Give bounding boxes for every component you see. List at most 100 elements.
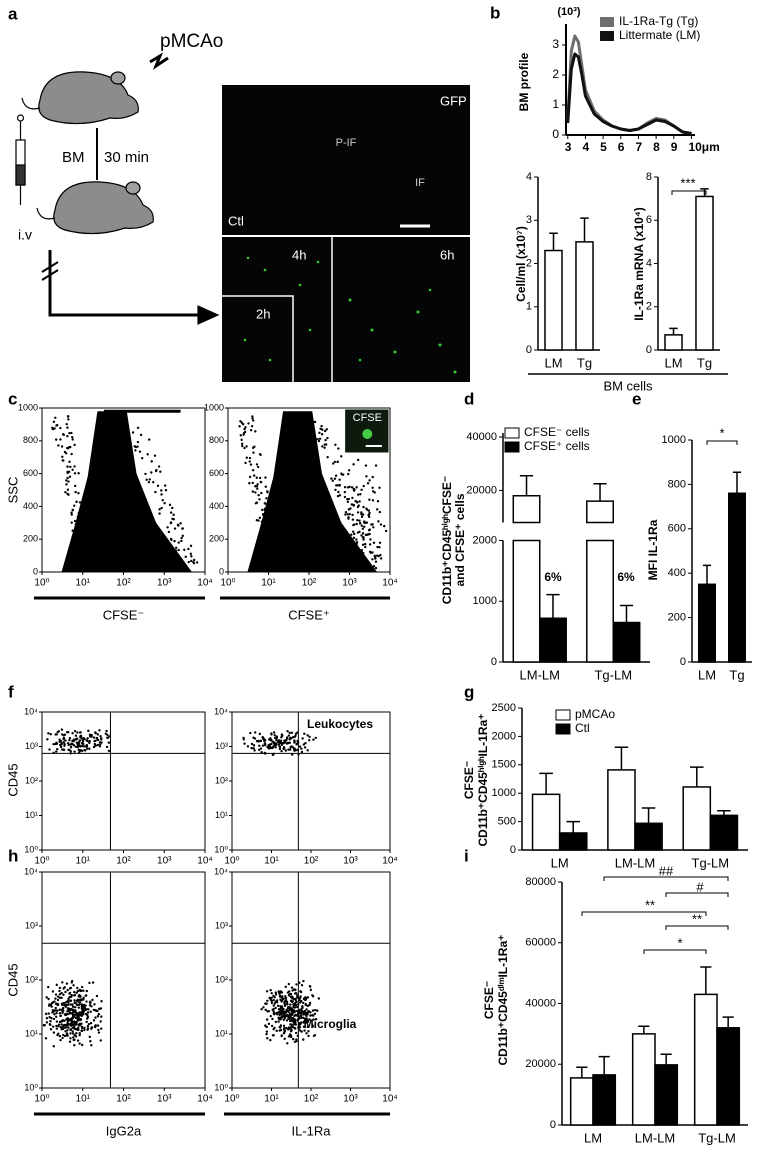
- event-dot: [43, 1024, 46, 1027]
- event-dot: [352, 548, 356, 551]
- event-dot: [355, 522, 358, 526]
- error-bar: [700, 966, 712, 995]
- event-dot: [93, 739, 96, 743]
- error-bar: [598, 1055, 610, 1075]
- event-dot: [263, 739, 266, 743]
- event-dot: [319, 427, 322, 431]
- event-dot: [81, 519, 84, 522]
- event-dot: [98, 741, 102, 744]
- event-dot: [85, 989, 89, 993]
- event-dot: [364, 464, 368, 467]
- event-dot: [76, 1019, 79, 1022]
- event-dot: [278, 1029, 281, 1032]
- event-dot: [86, 737, 89, 740]
- event-dot: [275, 735, 279, 739]
- event-dot: [78, 1034, 81, 1037]
- cell: [453, 370, 457, 374]
- event-dot: [256, 465, 260, 469]
- event-dot: [289, 1007, 292, 1010]
- event-dot: [265, 1018, 269, 1021]
- event-dot: [299, 1016, 303, 1020]
- event-dot: [262, 1006, 265, 1009]
- event-dot: [55, 983, 58, 987]
- event-dot: [54, 733, 57, 736]
- x-tick-label: 10³: [343, 856, 358, 867]
- event-dot: [64, 1005, 68, 1009]
- event-dot: [62, 1001, 66, 1005]
- y-axis-label: SSC: [5, 477, 20, 504]
- event-dot: [78, 1001, 82, 1004]
- panel-label: d: [464, 389, 474, 408]
- event-dot: [270, 991, 273, 995]
- event-dot: [76, 731, 79, 734]
- x-tick-label: 10⁴: [197, 1094, 212, 1105]
- event-dot: [293, 739, 296, 742]
- event-dot: [346, 500, 350, 504]
- event-dot: [346, 486, 350, 489]
- event-dot: [306, 734, 309, 737]
- event-dot: [73, 519, 77, 523]
- event-dot: [65, 1034, 69, 1037]
- event-dot: [304, 741, 307, 745]
- event-dot: [290, 731, 294, 735]
- event-dot: [66, 415, 70, 418]
- significance-bracket: [665, 892, 729, 897]
- event-dot: [270, 742, 273, 746]
- event-dot: [257, 493, 260, 497]
- event-dot: [168, 503, 172, 507]
- event-dot: [331, 462, 335, 465]
- x-tick-label: 10¹: [264, 856, 279, 867]
- event-dot: [286, 1028, 290, 1031]
- event-dot: [340, 527, 344, 530]
- event-density: [247, 411, 378, 572]
- event-dot: [360, 548, 364, 552]
- event-dot: [274, 534, 277, 537]
- event-dot: [296, 1005, 299, 1009]
- event-dot: [134, 449, 137, 452]
- error-bar: [576, 1066, 588, 1078]
- event-dot: [70, 521, 73, 524]
- event-dot: [80, 1012, 84, 1015]
- x-tick-label: 10²: [116, 1094, 131, 1105]
- event-dot: [86, 1011, 90, 1014]
- event-dot: [124, 420, 128, 423]
- x-tick-label: 10¹: [264, 1094, 279, 1105]
- event-dot: [158, 508, 161, 511]
- event-dot: [333, 477, 337, 480]
- panel-label: g: [464, 682, 474, 701]
- event-dot: [78, 530, 81, 533]
- error-bar: [717, 810, 731, 816]
- event-dot: [371, 523, 374, 526]
- event-dot: [100, 1000, 103, 1003]
- event-dot: [177, 560, 181, 564]
- event-dot: [78, 994, 81, 997]
- event-dot: [88, 981, 91, 985]
- event-dot: [293, 1002, 296, 1005]
- event-dot: [355, 542, 358, 546]
- event-dot: [134, 445, 137, 449]
- event-dot: [73, 443, 76, 447]
- event-dot: [272, 998, 275, 1002]
- event-dot: [68, 1007, 71, 1011]
- event-dot: [145, 478, 148, 481]
- error-bar: [580, 217, 589, 242]
- break-mark: [41, 261, 59, 281]
- y-tick-label: 10⁴: [214, 866, 228, 876]
- event-dot: [66, 988, 69, 992]
- event-dot: [140, 456, 144, 460]
- event-dot: [242, 432, 246, 435]
- event-dot: [169, 521, 173, 525]
- event-dot: [320, 433, 324, 436]
- event-dot: [86, 516, 89, 519]
- event-dot: [242, 736, 245, 740]
- event-dot: [55, 1011, 58, 1015]
- event-dot: [52, 420, 56, 424]
- event-dot: [273, 558, 276, 561]
- event-dot: [253, 731, 257, 734]
- event-dot: [163, 502, 166, 505]
- event-dot: [73, 750, 76, 753]
- event-dot: [360, 534, 363, 537]
- event-dot: [77, 511, 81, 515]
- event-dot: [96, 1015, 100, 1018]
- y-axis-label: CD11b⁺CD45ʰⁱᵍʰIL-1Ra⁺: [476, 713, 490, 846]
